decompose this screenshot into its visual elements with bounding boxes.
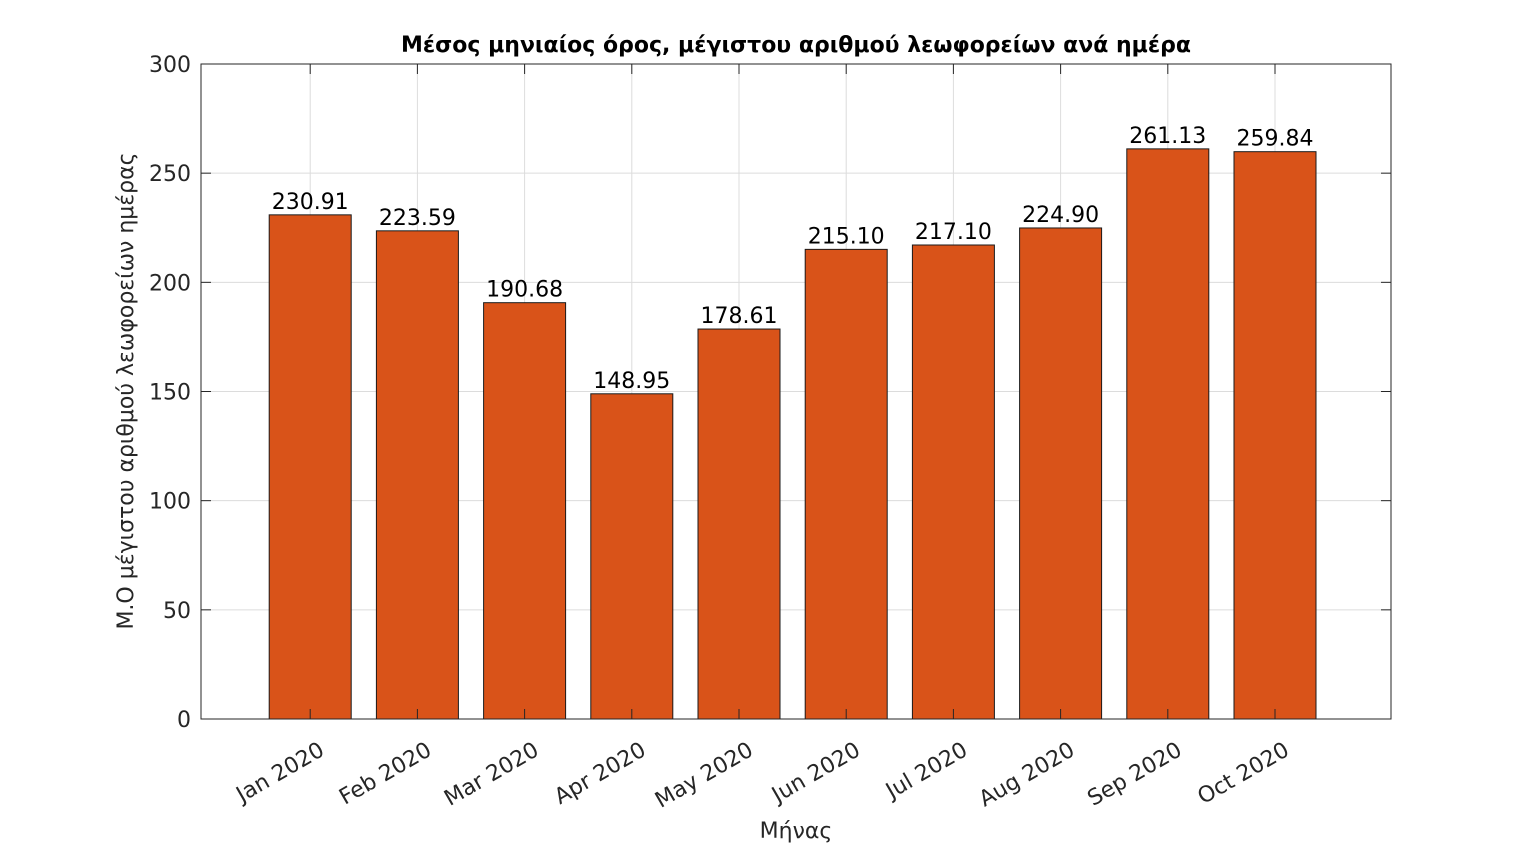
x-tick-label: Jun 2020 [766, 738, 865, 809]
bar-value-label: 223.59 [379, 206, 456, 231]
bar [375, 230, 459, 720]
bar-value-label: 261.13 [1129, 124, 1206, 149]
y-tick-label: 50 [163, 599, 191, 624]
bars-layer [268, 148, 1317, 720]
bar [1126, 148, 1210, 720]
bar-value-label: 217.10 [915, 220, 992, 245]
bar-value-label: 230.91 [272, 190, 349, 215]
bar-value-label: 259.84 [1237, 127, 1314, 152]
x-tick-label: Jan 2020 [231, 738, 329, 809]
bar-value-label: 178.61 [701, 304, 778, 329]
bar-value-label: 215.10 [808, 224, 885, 249]
x-tick-label: Feb 2020 [335, 738, 436, 811]
y-tick-label: 100 [149, 490, 191, 515]
y-tick-label: 300 [149, 53, 191, 78]
x-tick-label: Jul 2020 [880, 738, 972, 805]
x-tick-label: Aug 2020 [975, 738, 1079, 813]
x-tick-label: Mar 2020 [440, 738, 543, 812]
bar [804, 248, 888, 720]
y-tick-label: 0 [177, 708, 191, 733]
bar-value-label: 224.90 [1022, 203, 1099, 228]
bar [483, 302, 567, 720]
bar [1233, 151, 1317, 720]
x-tick-label: Apr 2020 [550, 738, 650, 810]
y-tick-label: 250 [149, 162, 191, 187]
y-axis-label: Μ.Ο μέγιστου αριθμού λεωφορείων ημέρας [114, 152, 139, 629]
x-tick-label: May 2020 [651, 738, 757, 814]
bar [1019, 227, 1103, 720]
bar-value-label: 190.68 [486, 278, 563, 303]
chart-title: Μέσος μηνιαίος όρος, μέγιστου αριθμού λε… [401, 33, 1191, 58]
bar [590, 393, 674, 720]
bar [697, 328, 781, 720]
bar [268, 214, 352, 720]
x-tick-label: Sep 2020 [1083, 738, 1186, 812]
bar-value-label: 148.95 [593, 369, 670, 394]
ticks-layer [201, 63, 1391, 720]
bar [911, 244, 995, 720]
x-axis-label: Μήνας [760, 819, 833, 844]
x-tick-label: Oct 2020 [1194, 738, 1294, 810]
y-tick-label: 150 [149, 381, 191, 406]
y-tick-label: 200 [149, 271, 191, 296]
